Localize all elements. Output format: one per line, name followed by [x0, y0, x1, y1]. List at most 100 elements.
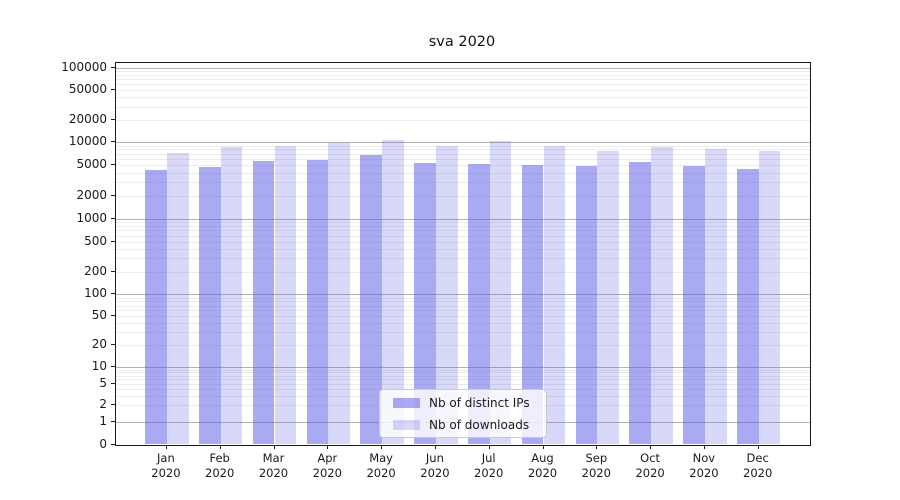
gridline-minor — [116, 172, 810, 174]
gridline-minor — [116, 119, 810, 121]
gridline-minor — [116, 375, 810, 377]
x-tick-label: May 2020 — [366, 450, 396, 481]
x-tick-mark — [488, 444, 490, 449]
x-tick-mark — [219, 444, 221, 449]
gridline-minor — [116, 71, 810, 73]
bar-distinct-ips-oct — [629, 161, 652, 445]
x-tick-mark — [327, 444, 329, 449]
y-tick-label: 1000 — [76, 210, 107, 225]
y-tick-mark — [111, 240, 115, 242]
y-tick-label: 50000 — [68, 82, 107, 97]
y-tick-mark — [111, 443, 115, 445]
gridline-major — [116, 294, 810, 296]
gridline-minor — [116, 258, 810, 260]
y-tick-mark — [111, 421, 115, 422]
y-tick-label: 200 — [84, 263, 107, 278]
x-tick-label: Jun 2020 — [420, 450, 450, 481]
bar-distinct-ips-may — [360, 155, 383, 445]
x-tick-label: Sep 2020 — [581, 450, 611, 481]
bar-distinct-ips-nov — [683, 165, 705, 445]
bar-distinct-ips-apr — [306, 160, 329, 445]
gridline-minor — [116, 383, 810, 385]
gridline-major — [116, 68, 810, 69]
y-tick-label: 5000 — [76, 157, 107, 172]
chart-title: sva 2020 — [428, 34, 496, 50]
x-tick-label: Apr 2020 — [312, 450, 342, 481]
gridline-minor — [116, 369, 810, 371]
gridline-minor — [116, 165, 810, 167]
gridline-minor — [116, 310, 810, 312]
bar-downloads-apr — [328, 143, 351, 445]
gridline-minor — [116, 301, 810, 303]
x-tick-label: Aug 2020 — [527, 450, 558, 481]
y-tick-mark — [111, 344, 115, 346]
bar-downloads-may — [382, 140, 404, 445]
y-tick-mark — [111, 315, 115, 317]
y-tick-label: 20000 — [68, 111, 107, 126]
y-tick-mark — [111, 404, 115, 406]
legend-swatch — [393, 397, 420, 408]
bar-distinct-ips-feb — [198, 167, 221, 445]
y-tick-mark — [111, 270, 115, 272]
gridline-minor — [116, 75, 810, 77]
x-tick-label: Jul 2020 — [474, 450, 504, 481]
legend-swatch — [393, 419, 420, 430]
bar-downloads-feb — [220, 147, 243, 445]
y-tick-label: 2 — [99, 397, 107, 412]
bar-downloads-jul — [489, 141, 512, 445]
x-tick-mark — [273, 444, 275, 449]
y-tick-label: 1 — [99, 414, 107, 428]
bar-distinct-ips-jan — [145, 170, 167, 445]
y-tick-label: 500 — [84, 233, 107, 248]
x-tick-label: Oct 2020 — [635, 450, 665, 481]
gridline-minor — [116, 159, 810, 161]
gridline-minor — [116, 323, 810, 325]
gridline-minor — [116, 248, 810, 250]
y-tick-mark — [111, 366, 115, 367]
plot-area: Nb of distinct IPs Nb of downloads — [115, 62, 811, 446]
legend-item-distinct-ips: Nb of distinct IPs — [380, 394, 546, 412]
gridline-minor — [116, 149, 810, 151]
legend-item-downloads: Nb of downloads — [380, 416, 546, 434]
gridline-major — [116, 367, 810, 368]
y-tick-label: 2000 — [76, 187, 107, 202]
y-tick-mark — [111, 164, 115, 166]
bar-distinct-ips-jun — [414, 162, 436, 445]
gridline-major — [116, 142, 810, 143]
x-tick-mark — [542, 444, 544, 449]
gridline-minor — [116, 316, 810, 318]
y-tick-mark — [111, 89, 115, 91]
bar-distinct-ips-aug — [521, 165, 544, 445]
x-tick-mark — [165, 444, 167, 449]
x-tick-label: Dec 2020 — [743, 450, 773, 481]
gridline-minor — [116, 305, 810, 307]
x-tick-label: Feb 2020 — [205, 450, 235, 481]
gridline-minor — [116, 182, 810, 184]
x-tick-mark — [757, 444, 759, 449]
gridline-minor — [116, 332, 810, 334]
bar-distinct-ips-jul — [467, 164, 490, 445]
bar-downloads-aug — [543, 145, 566, 445]
legend-label: Nb of downloads — [429, 417, 530, 432]
gridline-minor — [116, 153, 810, 155]
gridline-major — [116, 218, 810, 220]
y-tick-label: 20 — [91, 337, 107, 352]
x-tick-label: Mar 2020 — [258, 450, 289, 481]
gridline-minor — [116, 79, 810, 81]
gridline-minor — [116, 145, 810, 147]
x-tick-mark — [650, 444, 652, 449]
bar-distinct-ips-mar — [252, 161, 275, 445]
x-tick-label: Jan 2020 — [151, 450, 181, 481]
bar-downloads-jan — [166, 152, 189, 445]
y-tick-label: 100000 — [61, 60, 107, 74]
y-tick-label: 10000 — [68, 134, 107, 148]
bar-downloads-mar — [274, 145, 297, 445]
x-tick-mark — [596, 444, 598, 449]
gridline-minor — [116, 379, 810, 381]
gridline-minor — [116, 372, 810, 374]
y-tick-mark — [111, 118, 115, 120]
y-tick-mark — [111, 141, 115, 142]
gridline-minor — [116, 230, 810, 232]
bar-distinct-ips-dec — [736, 168, 759, 445]
